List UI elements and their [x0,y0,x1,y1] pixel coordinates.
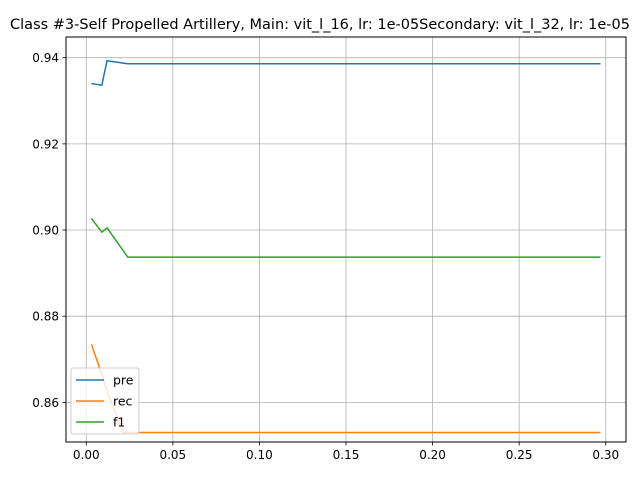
legend-label-f1: f1 [113,415,125,430]
grid [66,37,626,442]
series-line-pre [91,59,601,87]
legend-label-pre: pre [113,373,134,388]
axis-ticks: 0.00 0.05 0.10 0.15 0.20 0.25 0.30 0.86 0.88 0.90… [32,51,619,462]
y-tick-label: 0.92 [32,137,59,151]
x-tick-label: 0.00 [73,448,100,462]
x-tick-label: 0.15 [333,448,360,462]
series-line-f1 [90,217,601,258]
legend-label-rec: rec [113,394,133,409]
x-tick-label: 0.10 [246,448,273,462]
y-tick-label: 0.94 [32,51,59,65]
x-tick-label: 0.30 [592,448,619,462]
legend: pre rec f1 [70,367,140,435]
legend-box [70,367,140,435]
x-tick-label: 0.20 [419,448,446,462]
y-tick-label: 0.90 [32,224,59,238]
chart-title: Class #3-Self Propelled Artillery, Main:… [10,17,630,33]
x-tick-label: 0.05 [159,448,186,462]
x-tick-label: 0.25 [506,448,533,462]
y-tick-label: 0.86 [32,396,59,410]
y-tick-label: 0.88 [32,310,59,324]
